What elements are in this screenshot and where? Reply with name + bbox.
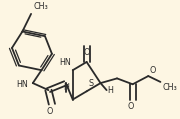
Text: CH₃: CH₃ <box>162 83 177 92</box>
Text: CH₃: CH₃ <box>34 2 48 11</box>
Text: HN: HN <box>59 58 71 67</box>
Text: O: O <box>149 66 156 75</box>
Text: S: S <box>88 79 93 88</box>
Text: H: H <box>107 86 113 95</box>
Text: O: O <box>47 107 53 116</box>
Text: HN: HN <box>17 80 28 89</box>
Text: H: H <box>63 83 69 92</box>
Text: O: O <box>84 48 90 57</box>
Text: O: O <box>128 102 134 111</box>
